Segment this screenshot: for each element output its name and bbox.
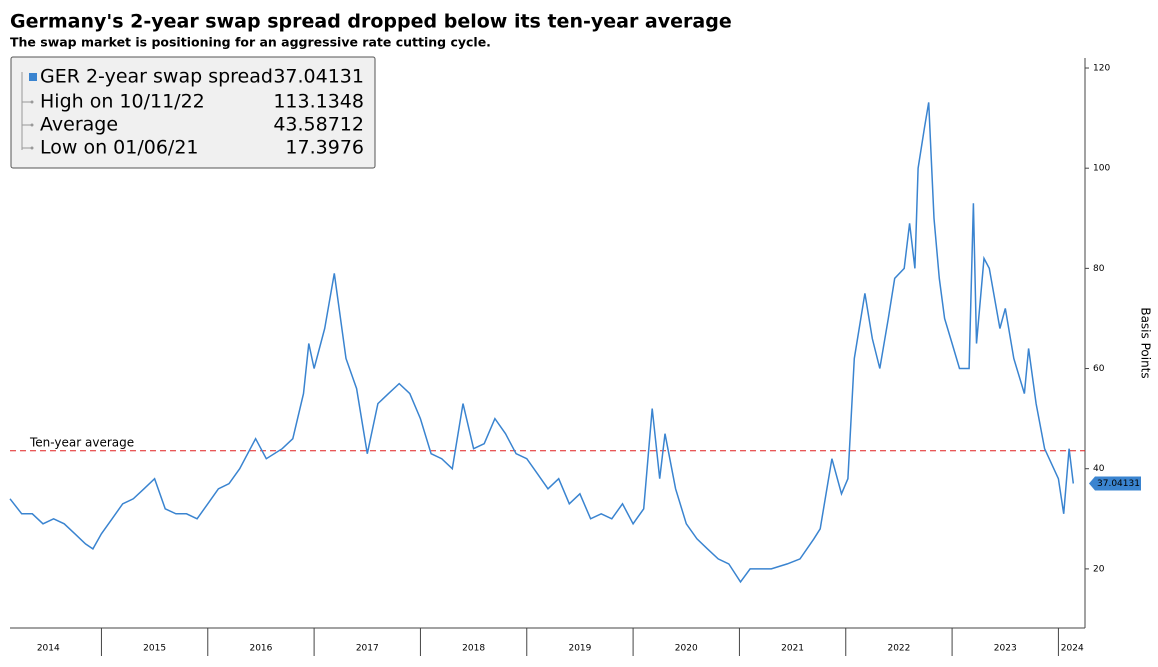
y-tick-label: 100 [1093, 164, 1110, 174]
last-value-label: 37.04131 [1097, 479, 1140, 489]
x-tick-label: 2017 [356, 644, 379, 654]
x-tick-label: 2022 [887, 644, 910, 654]
x-tick-label: 2021 [781, 644, 804, 654]
legend-swatch [29, 73, 37, 81]
x-tick-label: 2019 [568, 644, 591, 654]
legend-dot [30, 123, 34, 127]
reference-label: Ten-year average [29, 435, 134, 449]
y-tick-label: 20 [1093, 564, 1105, 574]
legend-dot [30, 100, 34, 104]
legend-dot [30, 146, 34, 150]
legend-label: High on 10/11/22 [40, 91, 205, 113]
x-tick-label: 2020 [675, 644, 698, 654]
legend-label: GER 2-year swap spread [40, 66, 273, 88]
legend-value: 37.04131 [273, 66, 364, 88]
legend-label: Low on 01/06/21 [40, 137, 199, 159]
y-tick-label: 60 [1093, 364, 1105, 374]
last-value-tag [1089, 476, 1141, 491]
legend-value: 113.1348 [273, 91, 364, 113]
legend-value: 43.58712 [273, 114, 364, 136]
x-tick-label: 2018 [462, 644, 485, 654]
legend-label: Average [40, 114, 118, 136]
x-tick-label: 2015 [143, 644, 166, 654]
chart-subtitle: The swap market is positioning for an ag… [10, 35, 491, 50]
legend-value: 17.3976 [285, 137, 364, 159]
y-tick-label: 40 [1093, 464, 1105, 474]
x-tick-label: 2016 [249, 644, 272, 654]
series-line [9, 102, 1075, 584]
legend-box [10, 56, 376, 169]
y-tick-label: 120 [1093, 64, 1110, 74]
y-tick-label: 80 [1093, 264, 1105, 274]
y-axis-label: Basis Points [1139, 307, 1153, 378]
chart-title: Germany's 2-year swap spread dropped bel… [10, 11, 732, 33]
x-tick-label: 2023 [994, 644, 1017, 654]
x-tick-label: 2014 [37, 644, 60, 654]
x-tick-label: 2024 [1061, 644, 1084, 654]
